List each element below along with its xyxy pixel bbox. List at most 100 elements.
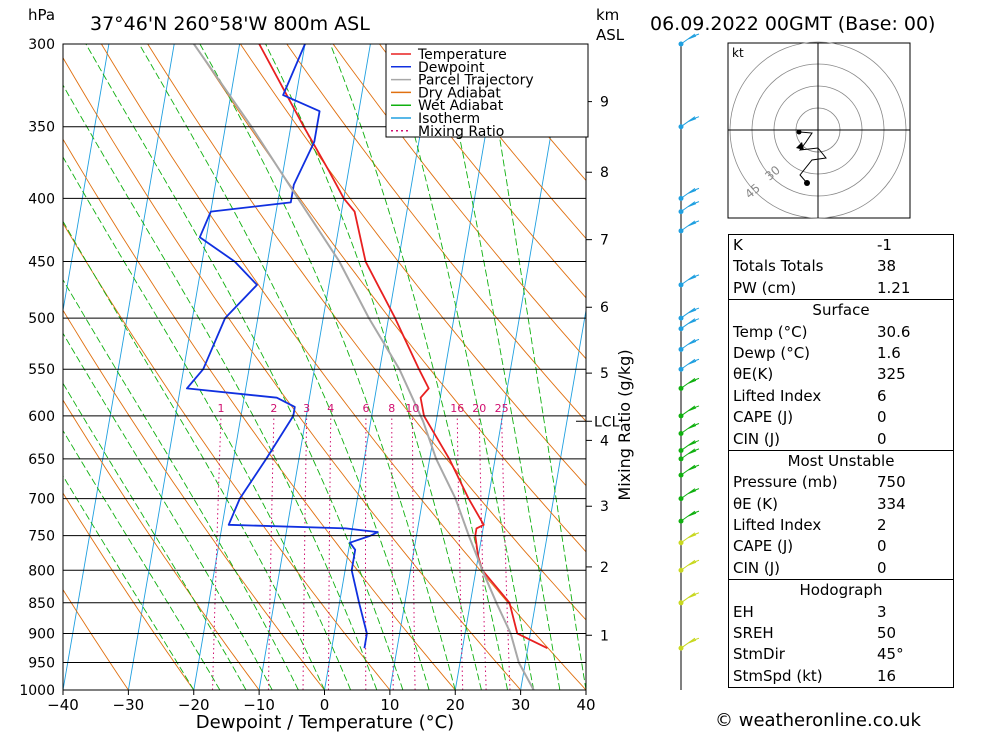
isotherm-line — [454, 44, 567, 690]
wind-barb — [680, 220, 700, 232]
dry-adiabat-line — [63, 138, 456, 690]
wind-barb — [680, 274, 700, 286]
x-tick-label: 20 — [446, 696, 465, 714]
km-tick-label: 2 — [600, 560, 609, 576]
stats-panel: K -1 Totals Totals 38 PW (cm) 1.21 Surface … — [728, 234, 954, 689]
pressure-tick-label: 750 — [28, 529, 55, 545]
wind-barb — [680, 201, 700, 213]
pressure-tick-label: 500 — [28, 311, 55, 327]
x-tick-label: 40 — [576, 696, 595, 714]
asl-label: ASL — [596, 26, 625, 44]
mixing-ratio-label: 25 — [495, 402, 509, 415]
dry-adiabat-line — [63, 588, 129, 690]
stat-row: θE (K) 334 — [733, 494, 906, 513]
wet-adiabat-line — [85, 44, 404, 690]
dry-adiabat-line — [332, 44, 586, 360]
pressure-tick-label: 600 — [28, 409, 55, 425]
mixing-ratio-axis-label: Mixing Ratio (g/kg) — [615, 349, 634, 500]
legend-entry: Isotherm — [418, 111, 480, 127]
wet-adiabat-line — [138, 44, 430, 690]
wind-barb — [680, 116, 700, 128]
pressure-tick-label: 850 — [28, 596, 55, 612]
stat-row: CIN (J) 0 — [733, 558, 887, 577]
km-tick-label: 6 — [600, 300, 609, 316]
stat-row: Totals Totals 38 — [733, 257, 897, 276]
x-tick-label: −40 — [47, 696, 79, 714]
hodograph-point — [796, 129, 802, 135]
wind-barb — [680, 405, 700, 417]
stat-row: SREH 50 — [733, 624, 897, 643]
stat-row: θE(K) 325 — [733, 365, 906, 384]
isotherm-line — [389, 44, 502, 690]
hodograph-trace — [798, 131, 827, 184]
surface-box: Surface Temp (°C) 30.6 Dewp (°C) 1.6 θE(K)… — [728, 299, 954, 451]
isotherm-line — [258, 44, 371, 690]
x-tick-label: 10 — [380, 696, 399, 714]
legend-entry: Dry Adiabat — [418, 85, 501, 101]
pressure-tick-label: 650 — [28, 452, 55, 468]
hodograph-box: Hodograph EH 3 SREH 50 StmDir 45° StmSpd (k… — [728, 579, 954, 689]
mixing-ratio-label: 20 — [472, 402, 486, 415]
stat-row: PW (cm) 1.21 — [733, 278, 911, 297]
x-tick-label: −10 — [243, 696, 275, 714]
wind-barb — [680, 488, 700, 500]
hodograph-unit-label: kt — [732, 46, 744, 60]
wind-barb — [680, 448, 700, 460]
mixing-ratio-label: 2 — [270, 402, 277, 415]
wet-adiabat-line — [63, 332, 273, 690]
dry-adiabat-line — [63, 492, 195, 690]
dry-adiabat-line — [63, 222, 391, 690]
dewpoint-line — [186, 44, 379, 649]
pressure-tick-label: 400 — [28, 191, 55, 207]
surface-title: Surface — [812, 301, 870, 320]
lcl-label: LCL — [594, 414, 620, 430]
mixing-ratio-line — [456, 415, 464, 690]
stat-row: StmSpd (kt) 16 — [733, 666, 897, 685]
mixing-ratio-label: 3 — [303, 402, 310, 415]
km-tick-label: 1 — [600, 628, 609, 644]
mixing-ratio-line — [391, 415, 394, 690]
wind-barb — [680, 377, 700, 389]
mixing-ratio-label: 16 — [450, 402, 464, 415]
pressure-tick-label: 300 — [28, 37, 55, 53]
legend-entry: Parcel Trajectory — [418, 73, 534, 89]
stat-row: CIN (J) 0 — [733, 429, 887, 448]
stat-row: Temp (°C) 30.6 — [733, 322, 911, 341]
isotherm-line — [127, 44, 241, 690]
wind-barb — [680, 358, 700, 370]
pressure-tick-label: 900 — [28, 626, 55, 642]
km-tick-label: 8 — [600, 165, 609, 181]
pressure-tick-label: 800 — [28, 563, 55, 579]
legend-entry: Temperature — [417, 47, 507, 63]
mixing-ratio-line — [212, 415, 222, 690]
dry-adiabat-line — [63, 56, 521, 690]
km-tick-label: 5 — [600, 366, 609, 382]
wind-barb — [680, 637, 700, 649]
pressure-tick-label: 550 — [28, 362, 55, 378]
mixing-ratio-line — [478, 415, 487, 690]
pressure-tick-label: 450 — [28, 255, 55, 271]
isotherm-line — [520, 307, 586, 690]
legend-box — [385, 43, 589, 138]
hodograph-title: Hodograph — [799, 581, 883, 600]
mixing-ratio-line — [501, 415, 511, 690]
isotherm-line — [324, 44, 437, 690]
wind-barb — [680, 532, 700, 544]
wind-barb — [680, 592, 700, 604]
dry-adiabat-line — [286, 44, 586, 422]
stat-row: StmDir 45° — [733, 645, 904, 664]
location-title: 37°46'N 260°58'W 800m ASL — [90, 13, 370, 35]
plot-frame — [62, 43, 587, 691]
pressure-tick-label: 700 — [28, 492, 55, 508]
datetime-title: 06.09.2022 00GMT (Base: 00) — [650, 13, 935, 35]
wind-barb — [680, 338, 700, 350]
km-tick-label: 4 — [600, 433, 609, 449]
km-tick-label: 9 — [600, 95, 609, 111]
copyright-footer[interactable]: © weatheronline.co.uk — [715, 710, 921, 731]
hpa-label: hPa — [28, 6, 55, 24]
mixing-ratio-line — [267, 415, 275, 690]
stat-row: Dewp (°C) 1.6 — [733, 343, 901, 362]
isotherm-line — [63, 44, 110, 314]
